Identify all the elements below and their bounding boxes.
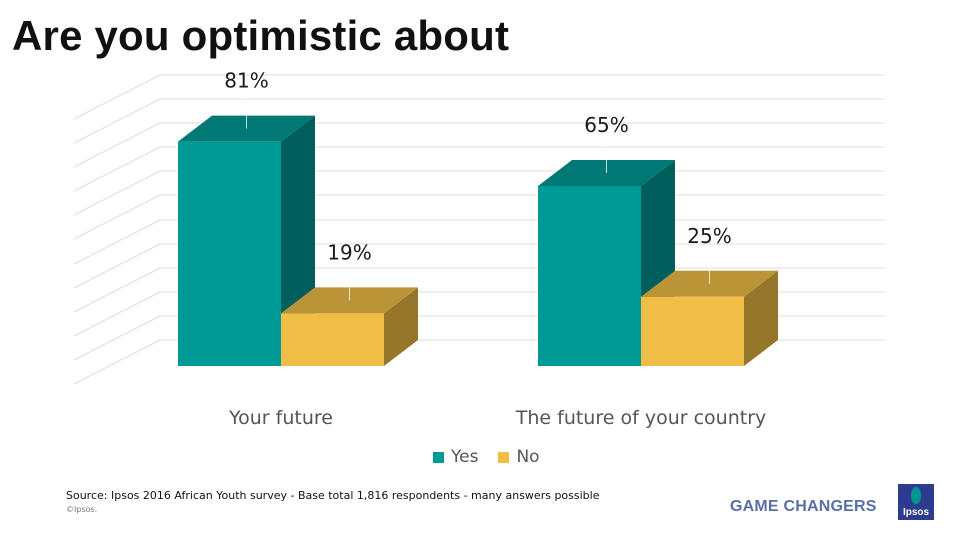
category-label-1: Your future (228, 407, 333, 429)
legend-swatch-no (498, 451, 510, 463)
ipsos-logo: Ipsos (898, 484, 934, 520)
bars: 81% 19% 65% 25% (178, 69, 778, 366)
bar-side-no-2 (744, 270, 778, 366)
gridline-side (73, 291, 161, 337)
data-label-no-2: 25% (687, 224, 731, 248)
gridline-side (73, 122, 161, 168)
data-label-no-1: 19% (327, 240, 371, 264)
legend-item-yes: Yes (433, 447, 478, 467)
bar-yes-1: 81% (178, 69, 315, 366)
bar-front-yes-1 (178, 141, 281, 366)
logo-text: Ipsos (902, 507, 930, 518)
legend-swatch-yes (433, 451, 444, 463)
gridline-side (73, 194, 161, 240)
gridline-side (73, 243, 161, 289)
legend-label-no: No (516, 447, 540, 467)
bar-front-no-1 (281, 313, 384, 366)
gridline-side (73, 74, 161, 120)
source-note: Source: Ipsos 2016 African Youth survey … (66, 489, 600, 502)
gridline-side (73, 98, 161, 144)
category-label-2: The future of your country (515, 407, 767, 429)
bar-no-1: 19% (281, 240, 418, 366)
tagline: GAME CHANGERS (730, 498, 877, 515)
data-label-yes-1: 81% (224, 69, 268, 93)
gridline-side (73, 219, 161, 265)
gridline-side (73, 315, 161, 361)
gridline-side (73, 339, 161, 385)
chart-legend: Yes No (433, 447, 540, 467)
gridline-side (73, 170, 161, 216)
bar-front-no-2 (641, 296, 744, 366)
bar-front-yes-2 (538, 185, 641, 366)
legend-item-no: No (498, 447, 540, 467)
bar-no-2: 25% (641, 224, 778, 366)
logo-mark-icon (911, 487, 921, 504)
bar-side-no-1 (384, 287, 418, 366)
legend-label-yes: Yes (451, 447, 479, 467)
data-label-yes-2: 65% (584, 113, 628, 137)
copyright-note: ©Ipsos. (66, 505, 98, 514)
gridline-side (73, 267, 161, 313)
gridline-side (73, 146, 161, 192)
chart-title: Are you optimistic about (12, 12, 510, 59)
